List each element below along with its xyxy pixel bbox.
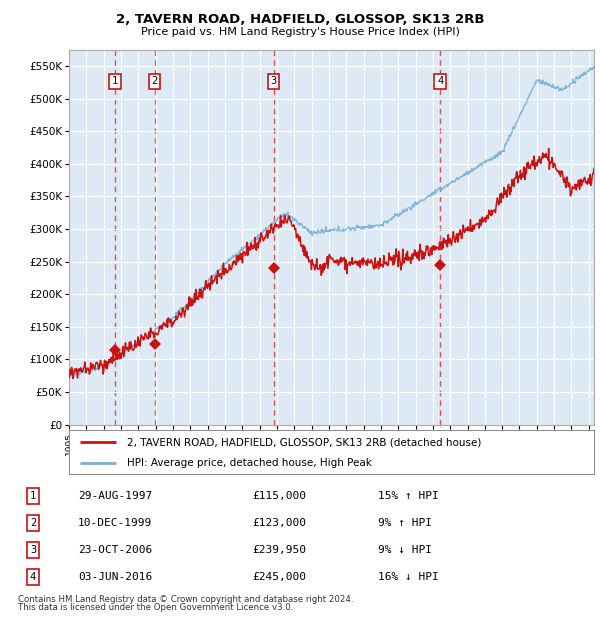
Text: 2, TAVERN ROAD, HADFIELD, GLOSSOP, SK13 2RB (detached house): 2, TAVERN ROAD, HADFIELD, GLOSSOP, SK13 … [127, 437, 481, 447]
Text: 2: 2 [151, 76, 158, 86]
Text: Contains HM Land Registry data © Crown copyright and database right 2024.: Contains HM Land Registry data © Crown c… [18, 595, 353, 604]
Text: 1: 1 [30, 491, 36, 501]
Text: This data is licensed under the Open Government Licence v3.0.: This data is licensed under the Open Gov… [18, 603, 293, 612]
Text: £239,950: £239,950 [252, 545, 306, 556]
Text: 4: 4 [30, 572, 36, 582]
Text: 4: 4 [437, 76, 443, 86]
Text: 2: 2 [30, 518, 36, 528]
Text: 23-OCT-2006: 23-OCT-2006 [78, 545, 152, 556]
Text: 10-DEC-1999: 10-DEC-1999 [78, 518, 152, 528]
Text: £115,000: £115,000 [252, 491, 306, 501]
Text: 2, TAVERN ROAD, HADFIELD, GLOSSOP, SK13 2RB: 2, TAVERN ROAD, HADFIELD, GLOSSOP, SK13 … [116, 14, 484, 26]
Text: HPI: Average price, detached house, High Peak: HPI: Average price, detached house, High… [127, 458, 371, 468]
Text: 16% ↓ HPI: 16% ↓ HPI [378, 572, 439, 582]
Text: 9% ↑ HPI: 9% ↑ HPI [378, 518, 432, 528]
Text: £123,000: £123,000 [252, 518, 306, 528]
Text: 15% ↑ HPI: 15% ↑ HPI [378, 491, 439, 501]
Text: £245,000: £245,000 [252, 572, 306, 582]
Text: 29-AUG-1997: 29-AUG-1997 [78, 491, 152, 501]
Text: 3: 3 [30, 545, 36, 556]
Text: 1: 1 [112, 76, 118, 86]
Text: Price paid vs. HM Land Registry's House Price Index (HPI): Price paid vs. HM Land Registry's House … [140, 27, 460, 37]
Text: 3: 3 [271, 76, 277, 86]
Text: 9% ↓ HPI: 9% ↓ HPI [378, 545, 432, 556]
Text: 03-JUN-2016: 03-JUN-2016 [78, 572, 152, 582]
